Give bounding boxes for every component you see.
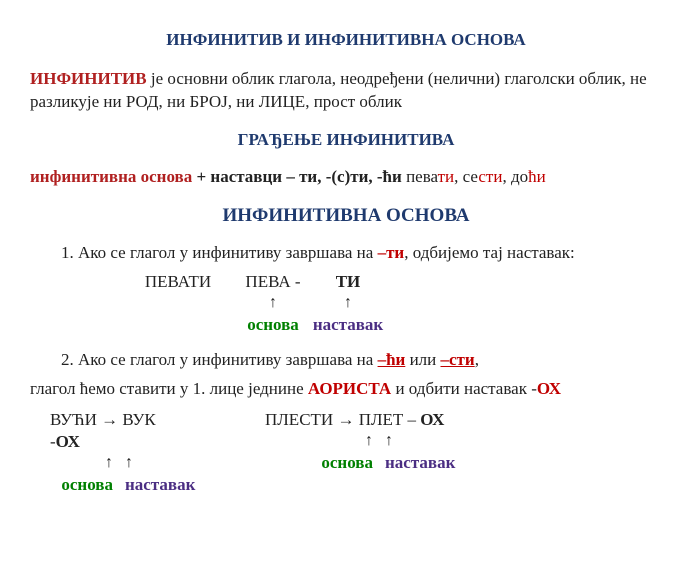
ex2a-label-osnova: основа xyxy=(40,474,113,496)
heading-main: ИНФИНИТИВ И ИНФИНИТИВНА ОСНОВА xyxy=(30,30,662,50)
ex1-label-osnova: основа xyxy=(238,314,308,336)
ex1-left: ПЕВАТИ xyxy=(118,271,238,293)
ex1-arrow-suf: ↑ xyxy=(308,293,388,314)
term-infinitiv: ИНФИНИТИВ xyxy=(30,69,147,88)
li2-suf1: –ћи xyxy=(378,350,406,369)
li1-suffix: –ти xyxy=(378,243,405,262)
heading-base: ИНФИНИТИВНА ОСНОВА xyxy=(30,205,662,227)
ex2b-label-osnova: основа xyxy=(255,452,373,474)
rule-ex2-suf: сти xyxy=(478,167,502,186)
aorist-pre: глагол ћемо ставити у 1. лице једнине xyxy=(30,379,308,398)
example-2: ВУЋИ → ВУК -ОХ ↑ основа ↑ наставак ПЛЕСТ… xyxy=(40,409,662,496)
ex2a-arrow-base: ↑ xyxy=(40,453,113,474)
ex2b-arrow-base: ↑ xyxy=(255,431,373,452)
ex2b-ox: ОХ xyxy=(420,410,444,429)
li2-pre: Ако се глагол у инфинитиву завршава на xyxy=(78,350,378,369)
rule-comma2: , xyxy=(502,167,511,186)
ex1-sep: - xyxy=(291,272,301,291)
li2-mid: или xyxy=(405,350,440,369)
li1-post: , одбијемо тај наставак: xyxy=(404,243,575,262)
rule-comma1: , xyxy=(454,167,463,186)
list-item-1: Ако се глагол у инфинитиву завршава на –… xyxy=(78,243,662,336)
rule-suffix-list: + наставци – ти, -(с)ти, -ћи xyxy=(192,167,402,186)
ex2a-label-nastavak: наставак xyxy=(125,474,185,496)
ex1-label-nastavak: наставак xyxy=(308,314,388,336)
rule-base-term: инфинитивна основа xyxy=(30,167,192,186)
ex1-base: ПЕВА xyxy=(245,272,290,291)
rule-ex3-base: до xyxy=(511,167,528,186)
ex2a-arrow-suf: ↑ xyxy=(125,453,185,474)
definition-paragraph: ИНФИНИТИВ је основни облик глагола, неод… xyxy=(30,68,662,114)
ex1-arrow-base: ↑ xyxy=(238,293,308,314)
rule-ex3-suf: ћи xyxy=(528,167,546,186)
rule-ex2-base: се xyxy=(463,167,479,186)
aorist-paragraph: глагол ћемо ставити у 1. лице једнине АО… xyxy=(30,378,662,401)
rule-ex1-suf: ти xyxy=(438,167,455,186)
rule-ex1-base: пева xyxy=(406,167,438,186)
ex1-suffix: ТИ xyxy=(336,272,361,291)
rule-line: инфинитивна основа + наставци – ти, -(с)… xyxy=(30,166,662,189)
li2-post: , xyxy=(475,350,479,369)
li1-pre: Ако се глагол у инфинитиву завршава на xyxy=(78,243,378,262)
li2-suf2: –сти xyxy=(441,350,475,369)
aorist-ox: ОХ xyxy=(537,379,561,398)
aorist-word: АОРИСТА xyxy=(308,379,391,398)
ex2b-arrow-suf: ↑ xyxy=(385,431,455,452)
example-1: ПЕВАТИ ПЕВА - ↑ основа ТИ ↑ наставак xyxy=(118,271,662,336)
ex2a-ox: ОХ xyxy=(56,432,80,451)
ex2b-text: ПЛЕСТИ → ПЛЕТ – xyxy=(265,410,420,429)
aorist-mid: и одбити наставак - xyxy=(391,379,537,398)
ex2b-label-nastavak: наставак xyxy=(385,452,455,474)
list-item-2: Ако се глагол у инфинитиву завршава на –… xyxy=(78,350,662,370)
heading-construction: ГРАЂЕЊЕ ИНФИНИТИВА xyxy=(30,130,662,150)
